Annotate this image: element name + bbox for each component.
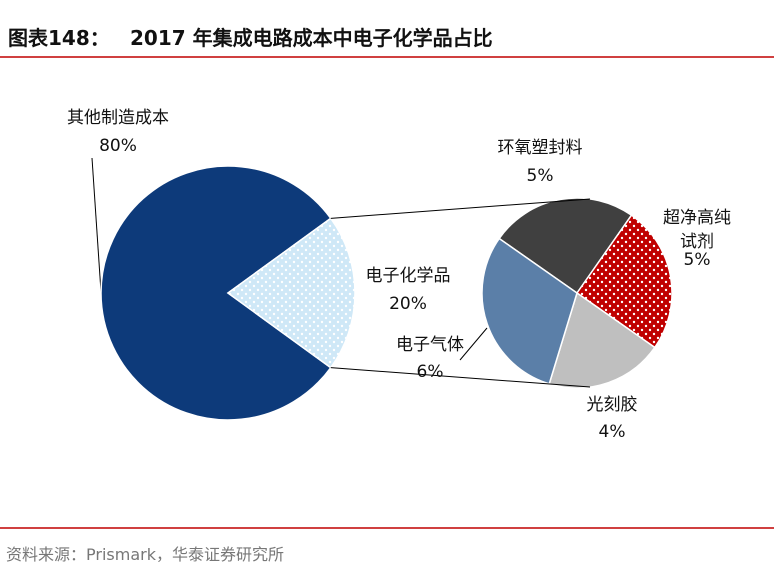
data-label: 5% xyxy=(526,166,554,186)
leader-line xyxy=(91,157,102,293)
pie-slice xyxy=(575,214,673,349)
data-label: 电子化学品 xyxy=(365,266,451,286)
source: 资料来源：Prismark，华泰证券研究所 xyxy=(6,545,284,564)
data-label: 5% xyxy=(683,250,711,270)
data-label: 超净高纯试剂 xyxy=(663,208,731,252)
connector xyxy=(330,198,591,219)
pie-slice xyxy=(498,197,633,295)
data-label: 环氧塑封料 xyxy=(497,138,583,158)
figure-label: 图表148： xyxy=(8,26,110,50)
data-label: 电子气体 xyxy=(396,335,464,355)
leader-line xyxy=(459,327,488,361)
data-label: 80% xyxy=(99,136,137,156)
data-label: 20% xyxy=(389,294,427,314)
chart-title: 2017 年集成电路成本中电子化学品占比 xyxy=(130,26,493,50)
pie-slice xyxy=(548,291,656,389)
data-label: 光刻胶 xyxy=(586,395,638,415)
pie-slice xyxy=(481,237,578,385)
pie-slice xyxy=(100,165,332,421)
pie-slice xyxy=(226,217,356,369)
data-label: 其他制造成本 xyxy=(67,108,169,128)
data-label: 6% xyxy=(416,362,444,382)
connector xyxy=(330,367,591,388)
data-label: 4% xyxy=(598,422,626,442)
